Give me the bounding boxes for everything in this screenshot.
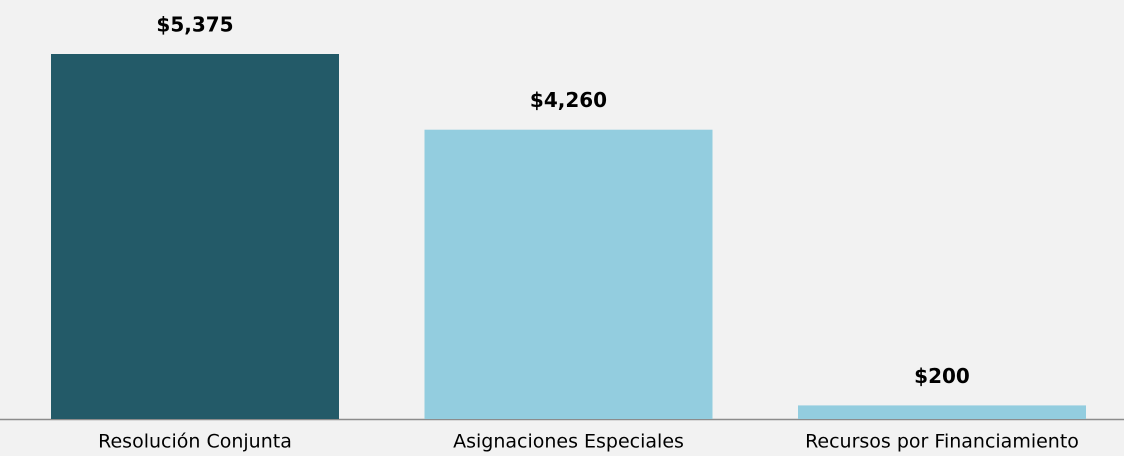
- bar: [424, 129, 713, 419]
- value-label: $200: [914, 364, 970, 388]
- value-label: $5,375: [156, 13, 233, 37]
- bar: [798, 405, 1086, 419]
- bar: [51, 54, 339, 419]
- value-label: $4,260: [530, 88, 607, 112]
- x-tick-label: Recursos por Financiamiento: [805, 431, 1079, 453]
- x-tick-label: Asignaciones Especiales: [453, 431, 684, 453]
- x-tick-label: Resolución Conjunta: [98, 431, 292, 453]
